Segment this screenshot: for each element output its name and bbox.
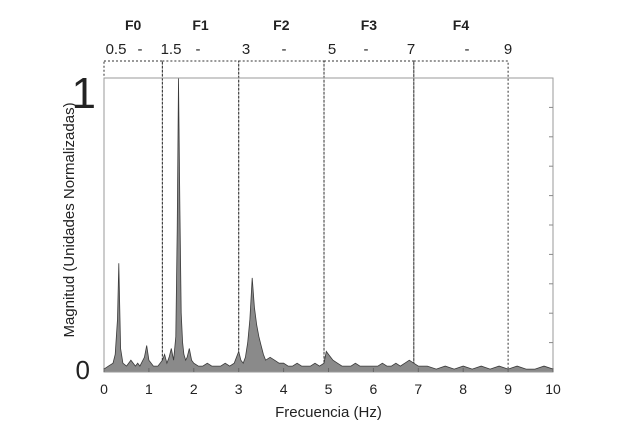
- spectrum-series: [103, 77, 554, 373]
- y-tick-label: 1: [72, 69, 96, 118]
- x-tick-label: 10: [545, 381, 561, 397]
- x-tick-label: 0: [100, 381, 108, 397]
- band-label-f1: F1: [192, 17, 209, 33]
- band-f2: [238, 60, 325, 373]
- band-label-f2: F2: [273, 17, 290, 33]
- x-tick-label: 8: [459, 381, 467, 397]
- x-axis-label: Frecuencia (Hz): [275, 404, 382, 421]
- band-range-label: 1.5: [161, 41, 182, 58]
- frequency-bands: [103, 60, 509, 373]
- band-f3: [323, 60, 415, 373]
- band-range-label: 3: [242, 41, 250, 58]
- series-layer: [103, 77, 554, 373]
- x-tick-label: 5: [325, 381, 333, 397]
- x-tick-label: 4: [280, 381, 288, 397]
- x-tick-label: 7: [414, 381, 422, 397]
- x-tick-label: 6: [370, 381, 378, 397]
- y-axis-label: Magnitud (Unidades Normalizadas): [61, 102, 78, 337]
- x-axis-ticks: 0 1 2 3 4 5 6 7 8 9 10: [100, 106, 561, 397]
- x-tick-label: 1: [145, 381, 153, 397]
- band-range-label: -: [282, 41, 287, 58]
- band-name-labels: F0 F1 F2 F3 F4: [125, 17, 469, 33]
- band-f0: [103, 60, 163, 373]
- plot-frame: [103, 77, 554, 373]
- band-f4: [413, 60, 509, 373]
- band-label-f4: F4: [453, 17, 470, 33]
- band-label-f3: F3: [361, 17, 378, 33]
- x-tick-label: 3: [235, 381, 243, 397]
- band-range-label: 5: [328, 41, 336, 58]
- band-range-label: -: [465, 41, 470, 58]
- y-axis-ticks: 01: [72, 69, 96, 385]
- x-tick-label: 2: [190, 381, 198, 397]
- band-f1: [161, 60, 240, 373]
- band-range-label: 0.5: [106, 41, 127, 58]
- band-range-label: -: [196, 41, 201, 58]
- y-tick-label: 0: [76, 355, 90, 385]
- band-range-label: 7: [407, 41, 415, 58]
- band-label-f0: F0: [125, 17, 142, 33]
- band-range-label: -: [364, 41, 369, 58]
- x-tick-label: 9: [504, 381, 512, 397]
- band-range-labels: 0.5-1.5-3-5-7-9: [106, 41, 513, 58]
- band-range-label: 9: [504, 41, 512, 58]
- band-range-label: -: [138, 41, 143, 58]
